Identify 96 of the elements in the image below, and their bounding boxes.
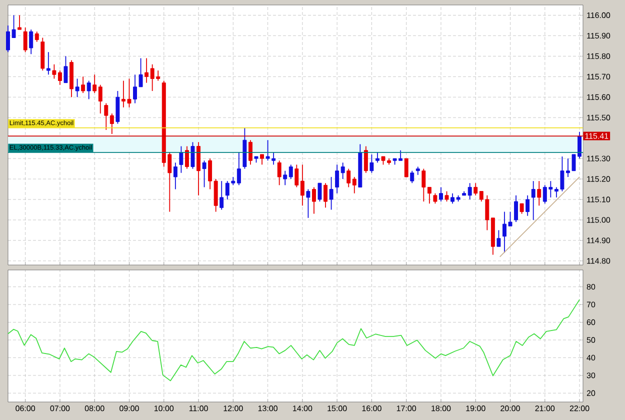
- candlestick: [18, 14, 22, 30]
- y-tick-label: 60: [586, 319, 596, 326]
- candlestick: [34, 31, 39, 42]
- candlestick: [179, 146, 184, 174]
- x-tick-label: 22:00: [570, 406, 590, 412]
- x-tick-label: 12:00: [224, 406, 243, 412]
- x-tick-label: 10:00: [154, 406, 174, 412]
- y-tick-label: 20: [586, 390, 596, 396]
- candlestick: [202, 160, 206, 188]
- candlestick: [236, 152, 241, 186]
- candlestick: [444, 190, 449, 202]
- candlestick: [23, 27, 28, 53]
- y-tick-label: 80: [586, 284, 596, 290]
- x-tick-label: 16:00: [362, 406, 382, 412]
- x-tick-label: 07:00: [50, 406, 70, 412]
- y-tick-label: 116.00: [587, 12, 610, 18]
- x-tick-label: 09:00: [120, 406, 139, 412]
- x-tick-label: 17:00: [396, 406, 416, 412]
- candlestick: [283, 170, 288, 186]
- y-tick-label: 115.50: [587, 114, 610, 120]
- y-tick-label: 114.90: [587, 238, 610, 244]
- candlestick: [98, 84, 102, 114]
- candlestick: [404, 158, 408, 178]
- candlestick: [433, 192, 438, 204]
- candlestick: [173, 162, 178, 190]
- candlestick: [29, 29, 34, 55]
- candlestick: [520, 203, 524, 214]
- candlestick: [375, 152, 380, 164]
- candlestick: [438, 186, 443, 202]
- x-tick-label: 18:00: [432, 406, 451, 412]
- candlestick: [92, 74, 97, 94]
- candlestick: [104, 102, 108, 130]
- x-tick-label: 19:00: [466, 406, 486, 412]
- candlestick: [46, 52, 50, 76]
- candlestick: [329, 176, 334, 210]
- x-tick-label: 08:00: [84, 406, 104, 412]
- candlestick: [260, 154, 264, 166]
- candlestick: [468, 182, 472, 200]
- candlestick: [184, 146, 189, 170]
- y-tick-label: 114.80: [587, 258, 610, 264]
- candlestick: [410, 170, 414, 184]
- x-tick-label: 15:00: [328, 406, 347, 412]
- candlestick: [277, 160, 282, 186]
- candlestick: [144, 58, 149, 84]
- candlestick: [300, 164, 304, 206]
- candlestick: [312, 186, 316, 214]
- candlestick: [537, 180, 542, 206]
- candlestick: [364, 146, 368, 174]
- line-series: [8, 299, 580, 382]
- ref-line-label: 115.41: [585, 133, 608, 139]
- candlestick: [288, 164, 293, 180]
- candlestick: [75, 78, 80, 98]
- x-tick-label: 21:00: [535, 406, 555, 412]
- candlestick: [208, 158, 212, 190]
- x-tick-label: 14:00: [293, 406, 312, 412]
- candlestick: [427, 186, 432, 204]
- candlestick: [340, 162, 345, 180]
- candlestick: [346, 168, 351, 188]
- x-tick-label: 11:00: [189, 406, 208, 412]
- candlestick: [81, 76, 86, 94]
- y-tick-label: 115.30: [587, 156, 610, 162]
- y-tick-label: 115.00: [587, 217, 610, 223]
- y-tick-label: 115.70: [587, 74, 610, 80]
- candlestick: [248, 140, 252, 166]
- x-tick-label: 13:00: [258, 406, 278, 412]
- candlestick: [294, 164, 299, 188]
- candlestick: [352, 176, 356, 194]
- y-tick-label: 30: [586, 372, 596, 378]
- candlestick: [370, 154, 374, 174]
- candlestick: [220, 180, 224, 210]
- candlestick: [526, 194, 530, 216]
- y-tick-label: 115.80: [587, 53, 610, 60]
- y-tick-label: 115.10: [587, 196, 610, 202]
- candlestick: [422, 168, 426, 202]
- x-tick-label: 20:00: [500, 406, 520, 412]
- candlestick: [496, 230, 501, 248]
- candlestick: [190, 142, 195, 170]
- y-tick-label: 40: [586, 354, 596, 361]
- candlestick: [86, 80, 91, 100]
- candlestick: [514, 194, 518, 222]
- candlestick: [64, 56, 68, 84]
- candlestick: [110, 113, 114, 134]
- y-tick-label: 115.90: [587, 32, 610, 39]
- candlestick: [474, 182, 478, 196]
- y-tick-label: 115.60: [587, 94, 610, 100]
- candlestick: [306, 188, 310, 218]
- candlestick: [531, 180, 536, 220]
- candlestick: [58, 70, 62, 86]
- candlestick: [318, 182, 322, 202]
- x-tick-label: 06:00: [16, 406, 36, 412]
- y-tick-label: 115.20: [587, 176, 610, 182]
- candlestick: [52, 64, 56, 80]
- candlestick: [335, 164, 340, 194]
- y-tick-label: 70: [586, 302, 596, 308]
- candlestick: [324, 182, 328, 208]
- y-tick-label: 50: [586, 337, 596, 343]
